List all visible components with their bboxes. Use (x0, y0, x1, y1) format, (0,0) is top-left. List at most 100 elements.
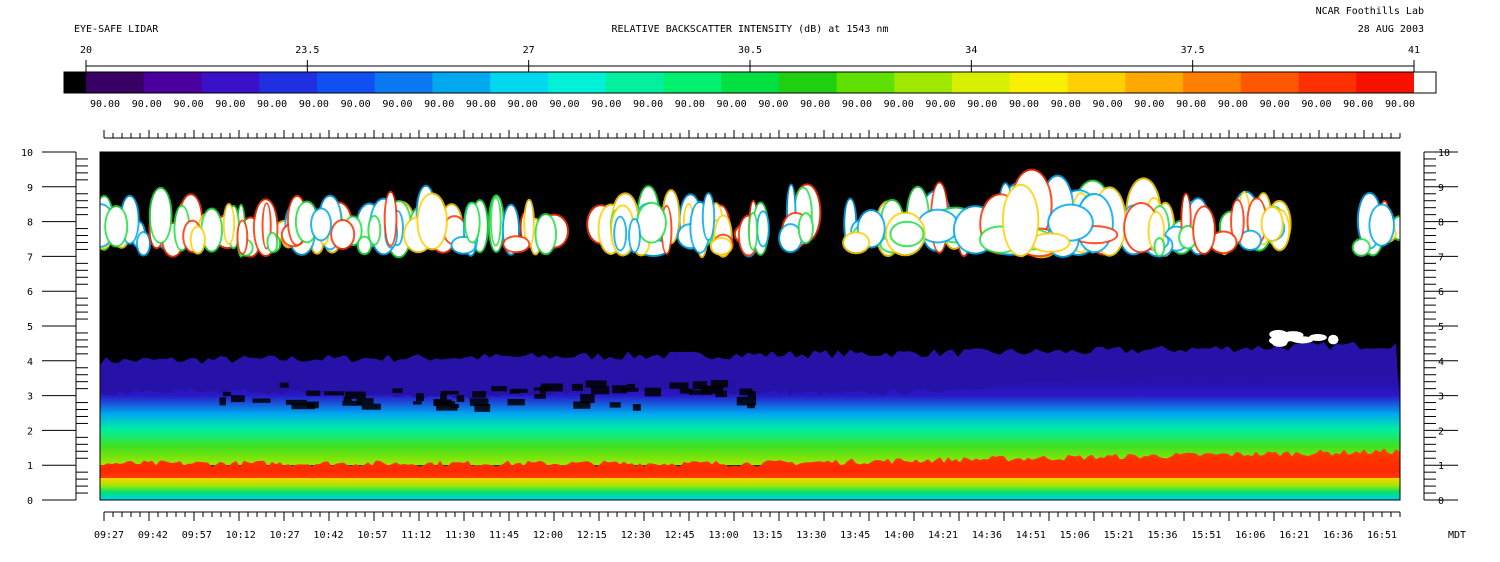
colorbar-segment (201, 72, 260, 93)
cloud-blob (780, 225, 801, 252)
colorbar-segment-label: 90.00 (717, 99, 747, 110)
center-title: RELATIVE BACKSCATTER INTENSITY (dB) at 1… (612, 24, 889, 35)
cloud-blob (1308, 334, 1327, 341)
dark-pocket (450, 404, 460, 408)
dark-pocket (474, 403, 491, 412)
x-axis: 09:27 09:42 09:57 10:12 10:27 10:42 10:57 11:12… (94, 511, 1401, 541)
colorbar-segment (547, 72, 607, 93)
cloud-blob (491, 198, 500, 245)
colorbar-segment-label: 90.00 (257, 99, 287, 110)
colorbar-segment-label: 90.00 (90, 99, 120, 110)
colorbar-low-cap (64, 72, 86, 93)
plot-area (100, 152, 1400, 500)
org-label: NCAR Foothills Lab (1316, 6, 1424, 17)
colorbar-segment-label: 90.00 (758, 99, 788, 110)
x-tick-label: 10:27 (270, 530, 300, 541)
y-tick-label-left: 6 (27, 287, 33, 298)
x-tick-label: 16:36 (1323, 530, 1353, 541)
x-tick-label: 16:06 (1235, 530, 1265, 541)
colorbar-segment (721, 72, 780, 93)
dark-pocket (711, 379, 729, 388)
cloud-blob (191, 227, 204, 253)
dark-pocket (692, 381, 708, 390)
left-title: EYE-SAFE LIDAR (74, 24, 159, 35)
dark-pocket (621, 387, 639, 392)
dark-pockets (219, 379, 757, 412)
cloud-blob (1180, 226, 1196, 248)
colorbar-ticks: 20 23.5 27 30.5 34 37.5 41 (80, 45, 1420, 72)
dark-pocket (361, 403, 381, 410)
colorbar-segment (1240, 72, 1300, 93)
colorbar-segment-label: 90.00 (925, 99, 955, 110)
top-ruler (103, 130, 1401, 139)
dark-pocket (573, 401, 591, 409)
y-tick-label-left: 1 (27, 461, 33, 472)
dark-pocket (440, 393, 447, 401)
dark-pocket (736, 396, 757, 406)
colorbar-segment (836, 72, 895, 93)
dark-pocket (679, 388, 693, 394)
colorbar-segment-label: 90.00 (1134, 99, 1164, 110)
colorbar-segment-label: 90.00 (1301, 99, 1331, 110)
colorbar-segment (432, 72, 491, 93)
y-tick-label-left: 8 (27, 218, 33, 229)
x-tick-label: 13:15 (752, 530, 782, 541)
colorbar-segment-label: 90.00 (1260, 99, 1290, 110)
colorbar-segment-label: 90.00 (132, 99, 162, 110)
colorbar-tick-label: 34 (965, 45, 977, 56)
x-tick-label: 15:36 (1147, 530, 1177, 541)
y-tick-label-right: 7 (1438, 252, 1444, 263)
dark-pocket (343, 396, 352, 402)
x-tick-label: 14:51 (1016, 530, 1046, 541)
dark-pocket (632, 404, 641, 411)
dark-pocket (747, 391, 757, 397)
dark-pocket (469, 398, 489, 406)
y-tick-label-right: 10 (1438, 148, 1450, 159)
colorbar-segment-label: 90.00 (299, 99, 329, 110)
y-tick-label-left: 7 (27, 252, 33, 263)
cloud-blob (1262, 207, 1282, 240)
cloud-blob (268, 233, 277, 252)
colorbar-high-cap (1414, 72, 1436, 93)
colorbar-segment (316, 72, 376, 93)
y-axis-right: 0 1 2 3 4 5 6 7 8 9 10 (1423, 148, 1458, 507)
cloud-blob (1194, 207, 1215, 253)
dark-pocket (291, 403, 316, 410)
x-tick-label: 11:12 (401, 530, 431, 541)
dark-pocket (585, 380, 607, 388)
y-axis-left: 0 1 2 3 4 5 6 7 8 9 10 (21, 148, 88, 507)
cloud-blob (312, 209, 331, 240)
y-tick-label-left: 9 (27, 183, 33, 194)
dark-pocket (509, 389, 520, 394)
x-tick-label: 11:30 (445, 530, 475, 541)
colorbar-segment (86, 72, 145, 93)
cloud-blob (1032, 234, 1069, 251)
x-tick-label: 12:45 (665, 530, 695, 541)
dark-pocket (285, 399, 307, 405)
colorbar-segment-label: 90.00 (633, 99, 663, 110)
dark-pocket (323, 391, 344, 396)
colorbar-segment (259, 72, 318, 93)
dark-pocket (219, 397, 227, 406)
dark-pocket (436, 403, 458, 411)
colorbar-segment-label: 90.00 (675, 99, 705, 110)
cloud-blob (369, 216, 380, 244)
colorbar-segment-label: 90.00 (508, 99, 538, 110)
dark-pocket (230, 395, 245, 403)
dark-pocket (306, 390, 321, 396)
x-unit-label: MDT (1448, 530, 1466, 541)
dark-pocket (412, 401, 422, 405)
cloud-blob (150, 188, 171, 242)
cloud-blob (703, 194, 714, 240)
colorbar-segment-label: 90.00 (591, 99, 621, 110)
dark-pocket (356, 398, 374, 405)
dark-pocket (627, 383, 635, 389)
colorbar-segment (663, 72, 722, 93)
colorbar-segment (605, 72, 664, 93)
colorbar-tick-label: 23.5 (295, 45, 319, 56)
y-tick-label-right: 6 (1438, 287, 1444, 298)
cloud-blob (1370, 205, 1394, 245)
colorbar-tick-label: 27 (523, 45, 535, 56)
x-tick-label: 10:12 (226, 530, 256, 541)
